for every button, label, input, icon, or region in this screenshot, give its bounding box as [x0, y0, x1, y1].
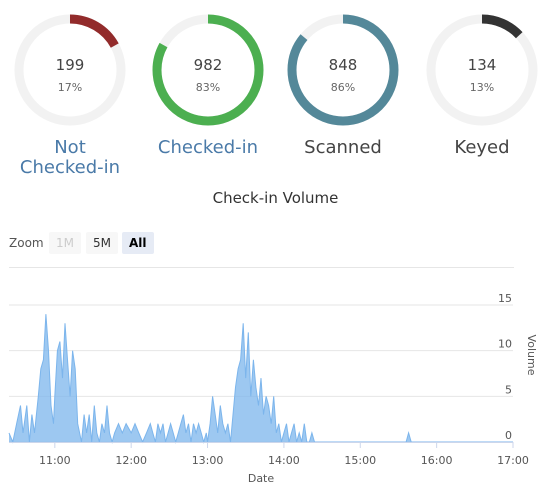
- stat-label-line: Not: [54, 137, 86, 158]
- stat-percent: 83%: [195, 81, 221, 94]
- stat-label: Not Checked-in: [12, 138, 128, 178]
- stat-label-line: Checked-in: [157, 137, 259, 158]
- x-tick-label: 16:00: [421, 454, 453, 467]
- stats-panel: 199 17% Not Checked-in 982 83% Checked-i…: [0, 0, 551, 185]
- x-tick-label: 12:00: [115, 454, 147, 467]
- y-tick-label: 5: [505, 383, 512, 396]
- zoom-1m-button[interactable]: 1M: [49, 232, 81, 254]
- stat-checked-in[interactable]: 982 83% Checked-in: [150, 12, 266, 158]
- x-axis-title: Date: [248, 472, 275, 485]
- y-tick-label: 0: [505, 429, 512, 442]
- x-axis-ticks: 11:00 12:00 13:00 14:00 15:00 16:00 17:00: [9, 442, 529, 467]
- stat-percent: 86%: [330, 81, 356, 94]
- stat-label-line: Keyed: [454, 137, 510, 158]
- stat-keyed[interactable]: 134 13% Keyed: [424, 12, 540, 158]
- donut-arc: [426, 14, 538, 126]
- stat-count: 982: [193, 56, 223, 74]
- donut-ring: [14, 14, 126, 126]
- stat-count: 199: [55, 56, 85, 74]
- y-tick-label: 15: [498, 292, 512, 305]
- stat-percent: 17%: [57, 81, 83, 94]
- navigator-divider: [9, 267, 514, 268]
- stat-label-line: Scanned: [304, 137, 382, 158]
- donut-ring: [287, 14, 399, 126]
- donut-arc: [14, 14, 126, 126]
- zoom-5m-button[interactable]: 5M: [86, 232, 118, 254]
- y-axis-title: Volume: [525, 335, 538, 376]
- volume-line: [8, 314, 513, 444]
- x-tick-label: 15:00: [344, 454, 376, 467]
- x-tick-label: 13:00: [192, 454, 224, 467]
- stat-scanned[interactable]: 848 86% Scanned: [285, 12, 401, 158]
- volume-area[interactable]: [9, 314, 513, 442]
- donut-arc: [152, 14, 264, 126]
- y-axis-ticks: 0 5 10 15: [498, 292, 512, 442]
- y-tick-label: 10: [498, 338, 512, 351]
- stat-label: Keyed: [424, 138, 540, 158]
- zoom-label: Zoom: [9, 236, 44, 250]
- stat-not-checked-in[interactable]: 199 17% Not Checked-in: [12, 12, 128, 178]
- zoom-all-button[interactable]: All: [122, 232, 154, 254]
- volume-chart[interactable]: 0 5 10 15 11:00 12:00 13:00 14:00 15:00 16:00 17:…: [0, 270, 551, 487]
- x-tick-label: 11:00: [39, 454, 71, 467]
- chart-title: Check-in Volume: [212, 189, 339, 207]
- stat-label: Checked-in: [150, 138, 266, 158]
- stat-count: 848: [328, 56, 358, 74]
- donut-ring: [426, 14, 538, 126]
- stat-percent: 13%: [469, 81, 495, 94]
- stat-count: 134: [467, 56, 497, 74]
- stat-label: Scanned: [285, 138, 401, 158]
- donut-arc: [287, 14, 399, 126]
- x-tick-label: 17:00: [497, 454, 529, 467]
- donut-ring: [152, 14, 264, 126]
- x-tick-label: 14:00: [268, 454, 300, 467]
- stat-label-line: Checked-in: [19, 157, 121, 178]
